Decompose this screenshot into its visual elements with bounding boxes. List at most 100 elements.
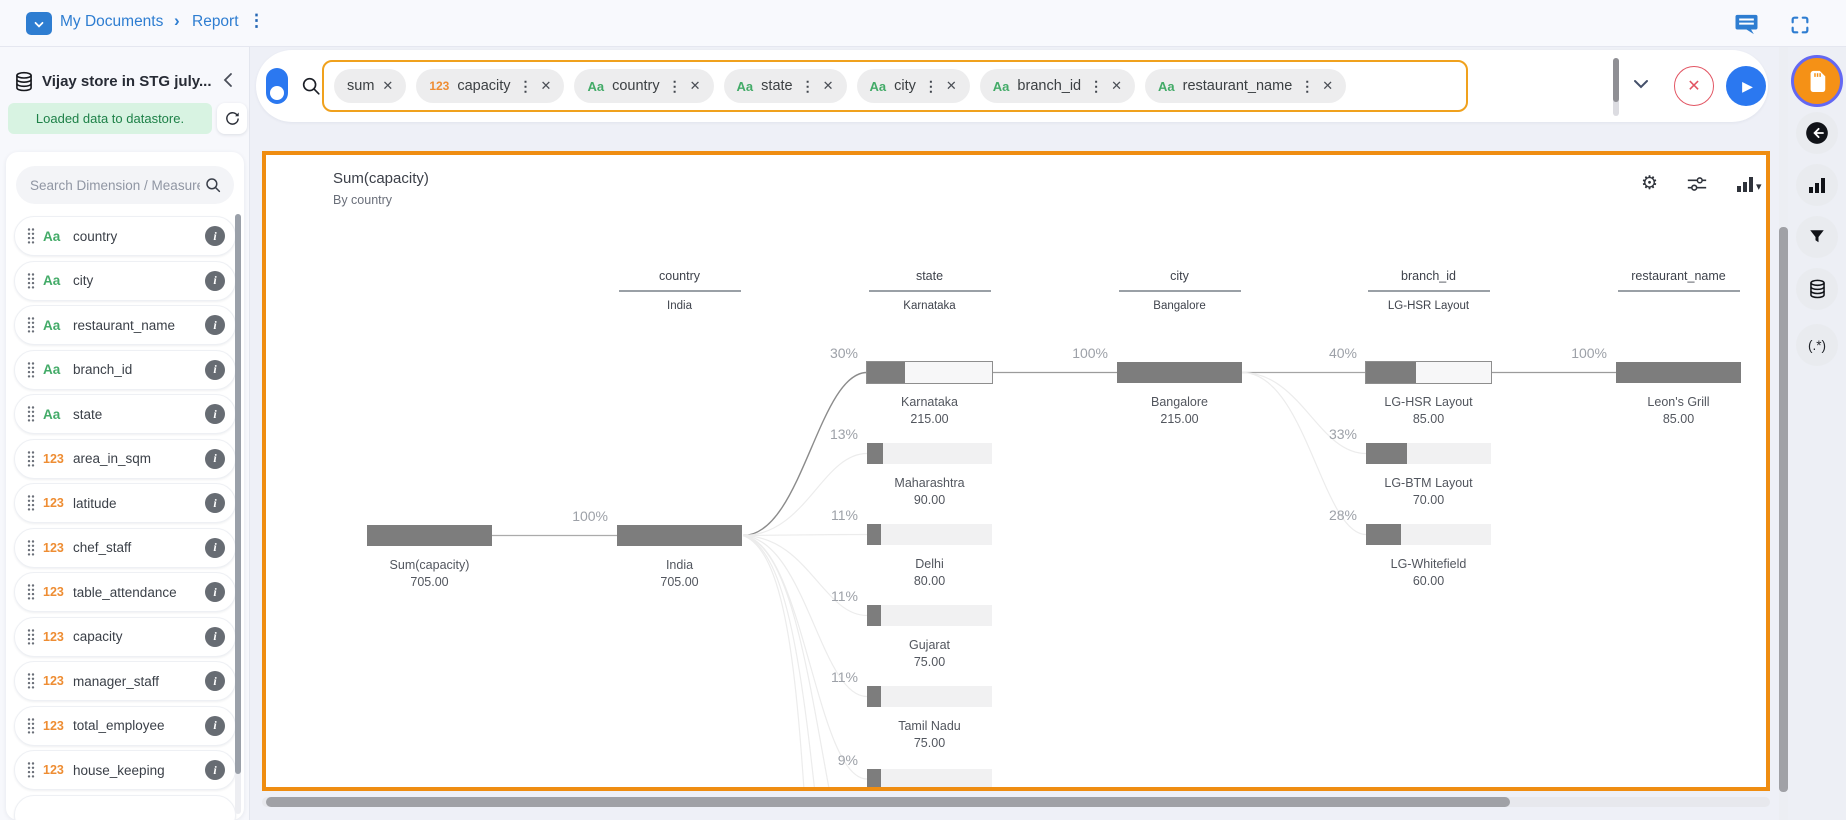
field-item-area-in-sqm[interactable]: 123 area_in_sqm i	[14, 438, 236, 479]
chart-panel-button[interactable]	[1796, 164, 1838, 206]
filter-panel-button[interactable]	[1796, 216, 1838, 258]
field-item-city[interactable]: Aa city i	[14, 260, 236, 301]
node-root[interactable]: Sum(capacity) 705.00	[367, 525, 492, 589]
chart-horizontal-scrollbar[interactable]	[262, 797, 1770, 807]
node-maharashtra[interactable]: 13% Maharashtra 90.00	[830, 426, 992, 507]
info-icon[interactable]: i	[205, 537, 225, 558]
field-search-input[interactable]	[30, 166, 200, 204]
token-remove-icon[interactable]: ✕	[382, 78, 394, 93]
token-menu-icon[interactable]: ⋮	[1300, 77, 1315, 94]
field-item-manager-staff[interactable]: 123 manager_staff i	[14, 661, 236, 701]
token-remove-icon[interactable]: ✕	[822, 78, 834, 93]
field-item-branch-id[interactable]: Aa branch_id i	[14, 349, 236, 390]
token-remove-icon[interactable]: ✕	[1322, 78, 1334, 93]
cancel-query-button[interactable]: ✕	[1674, 66, 1714, 106]
info-icon[interactable]: i	[205, 715, 225, 736]
collapse-sidebar-icon[interactable]	[220, 71, 236, 89]
drag-handle-icon[interactable]	[27, 583, 35, 601]
folder-icon[interactable]	[26, 12, 52, 35]
gear-icon[interactable]: ⚙	[1641, 173, 1659, 194]
info-icon[interactable]: i	[205, 404, 225, 424]
field-search-box[interactable]	[16, 166, 234, 204]
back-button[interactable]	[1796, 112, 1838, 154]
node-gujarat[interactable]: 11% Gujarat 75.00	[831, 588, 992, 669]
info-icon[interactable]: i	[205, 493, 225, 513]
field-item-latitude[interactable]: 123 latitude i	[14, 483, 236, 523]
drag-handle-icon[interactable]	[27, 672, 35, 690]
field-item-table-attendance[interactable]: 123 table_attendance i	[14, 572, 236, 612]
node-leons-grill[interactable]: 100% Leon's Grill 85.00	[1571, 345, 1741, 426]
info-icon[interactable]: i	[205, 760, 225, 780]
drag-handle-icon[interactable]	[27, 761, 35, 779]
token-menu-icon[interactable]: ⋮	[1089, 77, 1104, 94]
node-delhi[interactable]: 11% Delhi 80.00	[831, 507, 992, 588]
info-icon[interactable]: i	[205, 226, 225, 246]
field-item-country[interactable]: Aa country i	[14, 216, 236, 256]
field-item-chef-staff[interactable]: 123 chef_staff i	[14, 527, 236, 568]
drag-handle-icon[interactable]	[27, 450, 35, 468]
report-menu-icon[interactable]: ⋮	[248, 11, 265, 30]
drag-handle-icon[interactable]	[27, 494, 35, 512]
drag-handle-icon[interactable]	[27, 405, 35, 423]
token-menu-icon[interactable]: ⋮	[518, 77, 533, 94]
node-karnataka[interactable]: 30% Karnataka 215.00	[830, 345, 993, 426]
info-icon[interactable]: i	[205, 448, 225, 469]
node-lg-btm-layout[interactable]: 33% LG-BTM Layout 70.00	[1329, 426, 1491, 507]
chat-icon[interactable]	[1734, 13, 1759, 35]
breadcrumb-my-documents[interactable]: My Documents	[60, 13, 164, 30]
query-token-state[interactable]: Aa state ⋮ ✕	[723, 69, 847, 103]
query-token-restaurant-name[interactable]: Aa restaurant_name ⋮ ✕	[1145, 69, 1347, 103]
datasource-panel-button[interactable]	[1796, 268, 1838, 310]
token-remove-icon[interactable]: ✕	[945, 78, 957, 93]
token-remove-icon[interactable]: ✕	[1111, 78, 1123, 93]
token-remove-icon[interactable]: ✕	[689, 78, 701, 93]
run-query-button[interactable]: ▶	[1726, 66, 1766, 106]
query-token-branch-id[interactable]: Aa branch_id ⋮ ✕	[979, 69, 1136, 103]
node-lg-hsr-layout[interactable]: 40% LG-HSR Layout 85.00	[1329, 345, 1492, 426]
token-menu-icon[interactable]: ⋮	[667, 77, 682, 94]
info-icon[interactable]: i	[205, 315, 225, 335]
chevron-down-icon[interactable]	[1632, 78, 1650, 92]
field-item-capacity[interactable]: 123 capacity i	[14, 616, 236, 657]
query-token-sum[interactable]: sum ✕	[334, 69, 407, 103]
token-menu-icon[interactable]: ⋮	[923, 77, 938, 94]
node-state-overflow[interactable]: 9%	[838, 752, 992, 787]
info-icon[interactable]: i	[205, 626, 225, 647]
query-token-country[interactable]: Aa country ⋮ ✕	[574, 69, 714, 103]
drag-handle-icon[interactable]	[27, 361, 35, 379]
sliders-icon[interactable]	[1686, 173, 1708, 195]
refresh-button[interactable]	[217, 103, 247, 134]
field-list-scrollbar[interactable]	[235, 214, 241, 814]
query-token-city[interactable]: Aa city ⋮ ✕	[856, 69, 970, 103]
query-token-capacity[interactable]: 123 capacity ⋮ ✕	[416, 69, 565, 103]
field-item-restaurant-name[interactable]: Aa restaurant_name i	[14, 305, 236, 345]
field-item-state[interactable]: Aa state i	[14, 394, 236, 434]
main-vertical-scrollbar[interactable]	[1779, 47, 1788, 820]
node-india[interactable]: 100% India 705.00	[572, 508, 742, 589]
drag-handle-icon[interactable]	[27, 628, 35, 646]
field-item-house-keeping[interactable]: 123 house_keeping i	[14, 750, 236, 790]
drag-handle-icon[interactable]	[27, 272, 35, 290]
node-lg-whitefield[interactable]: 28% LG-Whitefield 60.00	[1329, 507, 1491, 588]
query-bar-scrollbar[interactable]	[1613, 58, 1619, 116]
query-mode-toggle[interactable]	[266, 68, 288, 104]
drag-handle-icon[interactable]	[27, 717, 35, 735]
fullscreen-icon[interactable]	[1789, 14, 1811, 36]
token-menu-icon[interactable]: ⋮	[800, 77, 815, 94]
info-icon[interactable]: i	[205, 671, 225, 691]
drag-handle-icon[interactable]	[27, 227, 35, 245]
drag-handle-icon[interactable]	[27, 539, 35, 557]
query-token-box[interactable]: sum ✕ 123 capacity ⋮ ✕ Aa country ⋮ ✕ Aa state ⋮ ✕…	[322, 60, 1468, 112]
regex-panel-button[interactable]: (.*)	[1796, 324, 1838, 366]
breadcrumb-report[interactable]: Report	[192, 13, 239, 30]
info-icon[interactable]: i	[205, 359, 225, 380]
info-icon[interactable]: i	[205, 270, 225, 291]
field-item-total-employee[interactable]: 123 total_employee i	[14, 705, 236, 746]
info-icon[interactable]: i	[205, 582, 225, 602]
chart-type-selector-icon[interactable]: ▾	[1736, 175, 1762, 193]
node-bangalore[interactable]: 100% Bangalore 215.00	[1072, 345, 1242, 426]
datastore-card-button[interactable]	[1791, 55, 1843, 107]
node-tamil-nadu[interactable]: 11% Tamil Nadu 75.00	[831, 669, 992, 750]
drag-handle-icon[interactable]	[27, 316, 35, 334]
token-remove-icon[interactable]: ✕	[540, 78, 552, 93]
